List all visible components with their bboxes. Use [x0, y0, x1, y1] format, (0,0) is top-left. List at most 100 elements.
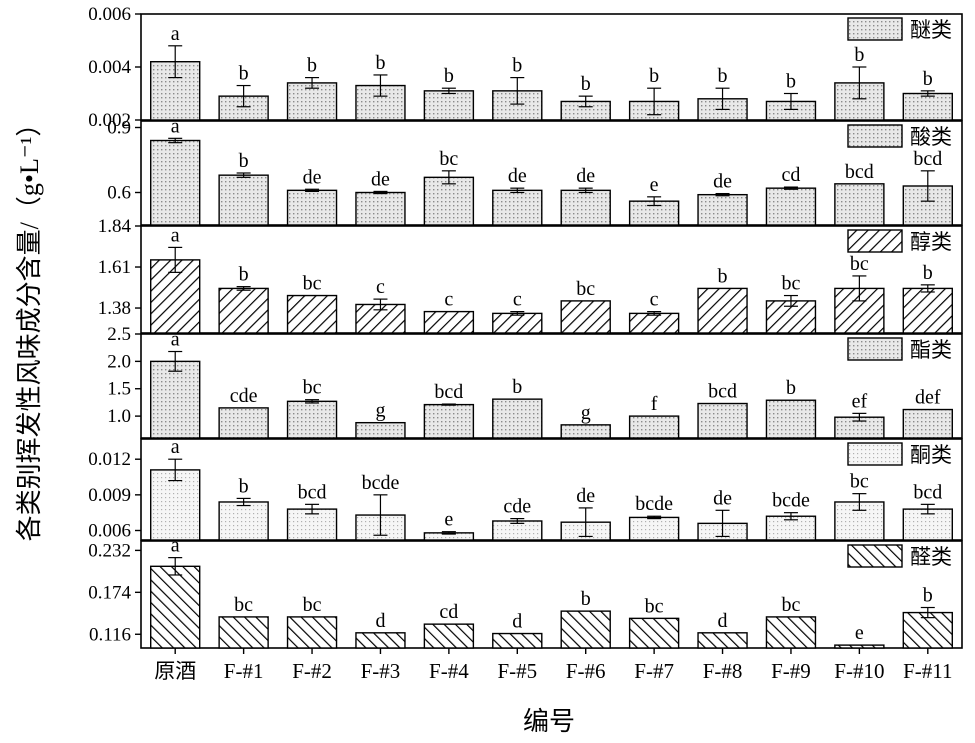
y-tick-label: 1.84 [98, 216, 132, 237]
x-tick-label: 原酒 [154, 659, 196, 683]
bar [355, 632, 406, 649]
bar [423, 176, 475, 226]
significance-label: e [650, 174, 659, 196]
x-tick-label: F-#10 [834, 659, 884, 683]
significance-label: de [508, 165, 527, 187]
bar [492, 312, 543, 334]
significance-label: b [581, 73, 591, 95]
x-tick-label: F-#9 [771, 659, 811, 683]
significance-label: de [576, 165, 595, 187]
significance-label: c [513, 289, 522, 311]
significance-label: bc [303, 273, 322, 295]
significance-label: bc [850, 253, 869, 275]
panel-frame [140, 333, 963, 439]
significance-label: bc [303, 377, 322, 399]
significance-label: de [713, 487, 732, 509]
significance-label: bcde [772, 490, 810, 512]
y-tick-label: 0.009 [88, 485, 131, 506]
legend-label: 醚类 [910, 18, 952, 42]
significance-label: d [512, 611, 522, 633]
bar [423, 623, 475, 649]
legend-label: 酯类 [910, 338, 952, 362]
legend-swatch [847, 17, 903, 41]
x-tick-label: F-#8 [703, 659, 743, 683]
y-tick-label: 0.006 [88, 520, 131, 541]
bar [423, 403, 475, 439]
bar [150, 360, 201, 439]
bar [286, 294, 338, 334]
significance-label: bc [782, 273, 801, 295]
significance-label: b [239, 475, 249, 497]
bar [628, 516, 680, 541]
significance-label: bcd [708, 381, 737, 403]
bar [218, 174, 269, 226]
bar [286, 616, 338, 649]
significance-label: bc [576, 278, 595, 300]
significance-label: cde [230, 385, 258, 407]
significance-label: b [923, 585, 933, 607]
y-tick-label: 0.012 [88, 449, 131, 470]
x-tick-label: F-#3 [361, 659, 401, 683]
y-tick-label: 0.006 [88, 4, 131, 25]
significance-label: bcde [362, 472, 400, 494]
y-tick-label: 0.174 [88, 582, 131, 603]
bar [902, 408, 953, 439]
significance-label: b [786, 71, 796, 93]
significance-label: e [444, 509, 453, 531]
bar [355, 421, 406, 439]
bar [218, 287, 269, 334]
bar [765, 616, 817, 649]
panel-frame [140, 540, 963, 649]
y-tick-label: 2.0 [107, 351, 131, 372]
significance-label: def [915, 387, 941, 409]
bar [150, 469, 201, 541]
significance-label: b [718, 265, 728, 287]
legend-swatch [847, 337, 903, 361]
panel-5: 0.006 0.009 0.012 a b bcd bcde e cde de bcde de bcde… [88, 436, 963, 541]
significance-label: ef [852, 390, 868, 412]
bar [218, 407, 269, 439]
significance-label: b [239, 150, 249, 172]
bar [697, 632, 748, 649]
y-tick-label: 0.6 [107, 183, 131, 204]
bar [902, 287, 953, 334]
significance-label: de [303, 166, 322, 188]
significance-label: cd [439, 601, 458, 623]
significance-label: a [171, 329, 180, 351]
legend-label: 醇类 [910, 230, 952, 254]
legend-swatch [847, 229, 903, 253]
y-tick-label: 1.61 [98, 257, 131, 278]
significance-label: bc [782, 594, 801, 616]
y-tick-label: 0.004 [88, 57, 131, 78]
significance-label: bcd [913, 148, 942, 170]
significance-label: c [650, 289, 659, 311]
significance-label: g [375, 400, 385, 422]
significance-label: bc [850, 471, 869, 493]
bar [697, 287, 748, 334]
bar [560, 189, 611, 226]
bar [423, 90, 475, 121]
significance-label: b [854, 44, 864, 66]
panel-4: 1.0 1.5 2.0 2.5 a cde bc g bcd b g f bcd b ef def 酯类 [107, 324, 963, 439]
panel-1: 0.002 0.004 0.006 a b b b b b b b b b b b 醚类 [88, 4, 963, 131]
legend-swatch [847, 544, 903, 568]
legend-label: 酸类 [910, 125, 952, 149]
bar [150, 139, 201, 226]
bar [218, 616, 269, 649]
significance-label: b [718, 65, 728, 87]
panel-frame [140, 438, 963, 541]
significance-label: a [171, 115, 180, 137]
significance-label: c [444, 289, 453, 311]
bar [697, 193, 748, 226]
significance-label: g [581, 402, 591, 424]
significance-label: b [649, 65, 659, 87]
x-tick-label: F-#7 [634, 659, 674, 683]
significance-label: de [371, 168, 390, 190]
bar [492, 632, 543, 649]
significance-label: bc [234, 594, 253, 616]
x-tick-label: F-#2 [292, 659, 332, 683]
y-tick-label: 1.38 [98, 298, 131, 319]
bar [492, 398, 543, 439]
panel-frame [140, 120, 963, 226]
